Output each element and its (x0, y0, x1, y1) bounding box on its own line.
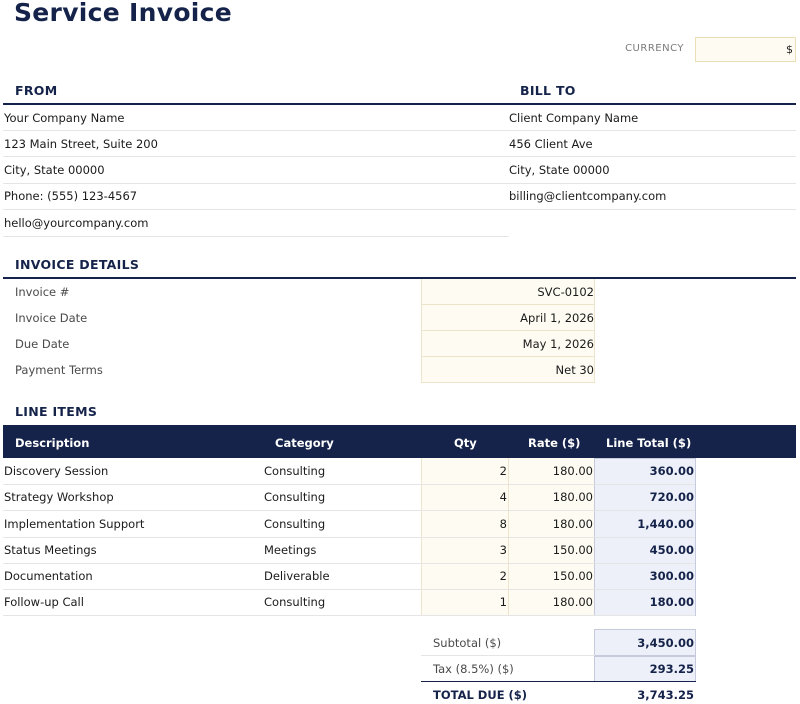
item-qty[interactable]: 2 (499, 464, 507, 478)
invoice-number-value[interactable]: SVC-0102 (537, 285, 594, 299)
bill-to-email[interactable]: billing@clientcompany.com (509, 189, 667, 203)
payment-terms-value[interactable]: Net 30 (555, 363, 594, 377)
row-divider (3, 510, 695, 511)
due-date-label: Due Date (15, 337, 70, 351)
item-description[interactable]: Status Meetings (4, 543, 97, 557)
row-divider (3, 563, 695, 564)
line-items-header (3, 425, 796, 458)
item-rate[interactable]: 180.00 (552, 490, 593, 504)
due-date-value[interactable]: May 1, 2026 (522, 337, 594, 351)
from-heading: FROM (15, 83, 58, 98)
item-line-total: 450.00 (649, 543, 694, 557)
invoice-date-cell[interactable] (421, 305, 595, 331)
item-line-total: 360.00 (649, 464, 694, 478)
row-divider (421, 655, 595, 656)
item-rate[interactable]: 150.00 (552, 569, 593, 583)
payment-terms-cell[interactable] (421, 357, 595, 383)
item-description[interactable]: Implementation Support (4, 517, 145, 531)
details-rule (3, 277, 796, 279)
invoice-date-value[interactable]: April 1, 2026 (520, 311, 594, 325)
due-date-cell[interactable] (421, 331, 595, 357)
item-rate[interactable]: 180.00 (552, 464, 593, 478)
item-category[interactable]: Consulting (264, 490, 326, 504)
item-category[interactable]: Consulting (264, 595, 326, 609)
item-qty[interactable]: 2 (499, 569, 507, 583)
currency-label: CURRENCY (625, 43, 684, 54)
col-line-total: Line Total ($) (606, 436, 692, 450)
bill-to-company[interactable]: Client Company Name (509, 111, 639, 125)
item-line-total: 180.00 (649, 595, 694, 609)
item-description[interactable]: Documentation (4, 569, 93, 583)
item-description[interactable]: Discovery Session (4, 464, 109, 478)
subtotal-cell (594, 629, 696, 656)
invoice-number-label: Invoice # (15, 285, 70, 299)
item-qty[interactable]: 4 (499, 490, 507, 504)
col-rate: Rate ($) (528, 436, 581, 450)
subtotal-label: Subtotal ($) (433, 636, 502, 650)
row-divider (3, 183, 796, 184)
item-rate[interactable]: 180.00 (552, 595, 593, 609)
row-divider (3, 484, 695, 485)
row-divider (3, 589, 695, 590)
row-divider (3, 209, 796, 210)
from-street[interactable]: 123 Main Street, Suite 200 (4, 137, 158, 151)
address-rule (3, 103, 796, 105)
item-category[interactable]: Deliverable (264, 569, 330, 583)
item-qty[interactable]: 8 (499, 517, 507, 531)
item-category[interactable]: Meetings (264, 543, 317, 557)
row-divider (3, 130, 796, 131)
subtotal-value: 3,450.00 (637, 636, 694, 650)
bill-to-heading: BILL TO (520, 83, 576, 98)
payment-terms-label: Payment Terms (15, 363, 103, 377)
row-divider (3, 236, 509, 237)
from-city[interactable]: City, State 00000 (4, 163, 105, 177)
col-category: Category (275, 436, 334, 450)
total-due-label: TOTAL DUE ($) (433, 688, 528, 702)
row-divider (3, 156, 796, 157)
total-rule (421, 681, 696, 682)
bill-to-street[interactable]: 456 Client Ave (509, 137, 593, 151)
line-items-heading: LINE ITEMS (15, 404, 98, 419)
from-phone[interactable]: Phone: (555) 123-4567 (4, 189, 138, 203)
bill-to-city[interactable]: City, State 00000 (509, 163, 610, 177)
col-qty: Qty (454, 436, 477, 450)
item-category[interactable]: Consulting (264, 517, 326, 531)
item-description[interactable]: Follow-up Call (4, 595, 84, 609)
tax-label: Tax (8.5%) ($) (433, 662, 514, 676)
invoice-number-cell[interactable] (421, 279, 595, 305)
invoice-date-label: Invoice Date (15, 311, 88, 325)
from-company[interactable]: Your Company Name (4, 111, 125, 125)
tax-value: 293.25 (649, 662, 694, 676)
item-description[interactable]: Strategy Workshop (4, 490, 114, 504)
currency-field[interactable]: $ (695, 37, 796, 62)
col-description: Description (15, 436, 90, 450)
item-line-total: 300.00 (649, 569, 694, 583)
item-qty[interactable]: 1 (499, 595, 507, 609)
item-category[interactable]: Consulting (264, 464, 326, 478)
invoice-details-heading: INVOICE DETAILS (15, 257, 140, 272)
item-line-total: 1,440.00 (637, 517, 694, 531)
row-divider (3, 615, 695, 616)
total-due-value: 3,743.25 (637, 688, 694, 702)
row-divider (3, 537, 695, 538)
from-email[interactable]: hello@yourcompany.com (4, 216, 149, 230)
item-line-total: 720.00 (649, 490, 694, 504)
item-rate[interactable]: 180.00 (552, 517, 593, 531)
invoice-title: Service Invoice (14, 0, 233, 27)
item-qty[interactable]: 3 (499, 543, 507, 557)
item-rate[interactable]: 150.00 (552, 543, 593, 557)
